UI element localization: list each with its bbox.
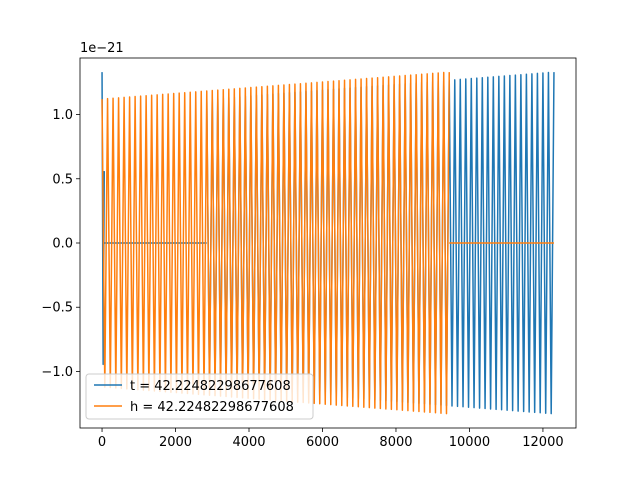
legend-label-t: t = 42.22482298677608 — [130, 379, 291, 394]
x-tick-label: 12000 — [522, 435, 563, 450]
x-axis: 0 2000 4000 6000 8000 10000 12000 — [98, 428, 564, 450]
y-axis: −1.0 −0.5 0.0 0.5 1.0 — [41, 108, 80, 380]
x-tick-label: 2000 — [159, 435, 192, 450]
y-tick-label: −0.5 — [41, 301, 73, 316]
legend-box — [85, 373, 314, 420]
y-tick-label: 1.0 — [52, 108, 73, 123]
y-tick-label: −1.0 — [41, 365, 73, 380]
x-tick-label: 6000 — [306, 435, 339, 450]
x-tick-label: 8000 — [379, 435, 412, 450]
x-tick-label: 0 — [98, 435, 106, 450]
y-tick-label: 0.5 — [52, 172, 73, 187]
legend-label-h: h = 42.22482298677608 — [130, 400, 294, 415]
y-offset-label: 1e−21 — [80, 41, 124, 56]
x-tick-label: 4000 — [232, 435, 265, 450]
legend: t = 42.22482298677608 h = 42.22482298677… — [85, 373, 314, 420]
x-tick-label: 10000 — [449, 435, 490, 450]
y-tick-label: 0.0 — [52, 237, 73, 252]
